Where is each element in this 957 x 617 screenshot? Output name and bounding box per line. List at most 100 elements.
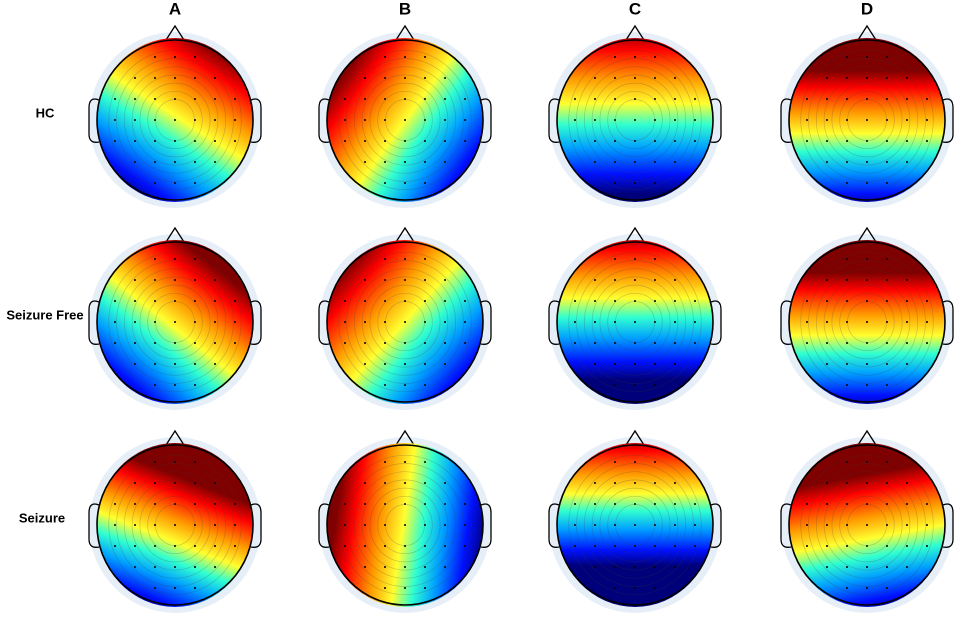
- contour-line: [131, 276, 219, 368]
- maps: [88, 24, 954, 613]
- electrode: [444, 98, 446, 100]
- electrode: [174, 140, 176, 142]
- electrode: [214, 279, 216, 281]
- electrode: [194, 56, 196, 58]
- head-outline: [788, 39, 946, 201]
- electrode: [214, 300, 216, 302]
- electrode: [674, 98, 676, 100]
- electrode: [694, 321, 696, 323]
- nose: [625, 429, 645, 446]
- electrode: [826, 482, 828, 484]
- electrode: [364, 300, 366, 302]
- electrode: [634, 384, 636, 386]
- electrode: [694, 545, 696, 547]
- electrode: [654, 300, 656, 302]
- contour-line: [839, 90, 895, 150]
- electrode: [444, 342, 446, 344]
- electrode: [906, 300, 908, 302]
- electrode: [194, 161, 196, 163]
- electrode: [154, 482, 156, 484]
- electrode: [194, 300, 196, 302]
- electrode: [906, 566, 908, 568]
- contour-line: [369, 82, 441, 158]
- electrode: [886, 482, 888, 484]
- electrode: [594, 161, 596, 163]
- electrode: [806, 524, 808, 526]
- electrode: [364, 279, 366, 281]
- electrode: [174, 258, 176, 260]
- column-label: A: [169, 0, 181, 18]
- head-outline: [788, 241, 946, 403]
- electrode: [654, 98, 656, 100]
- electrode: [826, 363, 828, 365]
- contour-line: [116, 463, 234, 587]
- electrode: [846, 566, 848, 568]
- electrode: [866, 279, 868, 281]
- electrode: [926, 342, 928, 344]
- electrode: [886, 342, 888, 344]
- electrode: [424, 384, 426, 386]
- electrode: [826, 161, 828, 163]
- electrode: [846, 363, 848, 365]
- electrode: [234, 342, 236, 344]
- electrode: [194, 461, 196, 463]
- electrode: [194, 98, 196, 100]
- electrode: [364, 545, 366, 547]
- electrode: [114, 503, 116, 505]
- electrode: [654, 503, 656, 505]
- electrode: [634, 342, 636, 344]
- electrode: [344, 321, 346, 323]
- right-ear: [250, 98, 262, 143]
- left-ear: [780, 503, 792, 548]
- electrode: [846, 56, 848, 58]
- electrode: [654, 279, 656, 281]
- electrode: [424, 300, 426, 302]
- electrode: [886, 56, 888, 58]
- electrode: [134, 161, 136, 163]
- electrode: [826, 503, 828, 505]
- electrode: [154, 56, 156, 58]
- electrode: [906, 363, 908, 365]
- electrode: [694, 524, 696, 526]
- right-ear: [710, 98, 722, 143]
- electrode: [424, 140, 426, 142]
- electrode: [344, 545, 346, 547]
- electrode: [654, 524, 656, 526]
- electrode: [886, 461, 888, 463]
- electrode: [194, 524, 196, 526]
- electrode: [134, 321, 136, 323]
- electrode: [866, 384, 868, 386]
- electrode: [674, 545, 676, 547]
- electrode: [574, 119, 576, 121]
- electrode: [214, 77, 216, 79]
- electrode: [464, 140, 466, 142]
- contour-line: [139, 82, 211, 158]
- electrode: [654, 119, 656, 121]
- electrode: [424, 119, 426, 121]
- electrode: [464, 300, 466, 302]
- electrode: [154, 279, 156, 281]
- electrode: [846, 545, 848, 547]
- topomap: [88, 429, 262, 613]
- electrode: [174, 545, 176, 547]
- contour-line: [591, 276, 679, 368]
- contour-line: [591, 479, 679, 571]
- electrode: [344, 524, 346, 526]
- contour-line: [583, 471, 687, 579]
- electrode: [906, 524, 908, 526]
- contour-line: [123, 471, 227, 579]
- electrode: [384, 461, 386, 463]
- electrode: [174, 384, 176, 386]
- electrode: [594, 119, 596, 121]
- electrode: [114, 342, 116, 344]
- electrode: [194, 321, 196, 323]
- electrode: [634, 182, 636, 184]
- electrode: [594, 524, 596, 526]
- electrode: [364, 161, 366, 163]
- electrode: [134, 119, 136, 121]
- electrode: [154, 461, 156, 463]
- electrode: [866, 566, 868, 568]
- electrode: [866, 56, 868, 58]
- electrode: [674, 503, 676, 505]
- electrode: [234, 119, 236, 121]
